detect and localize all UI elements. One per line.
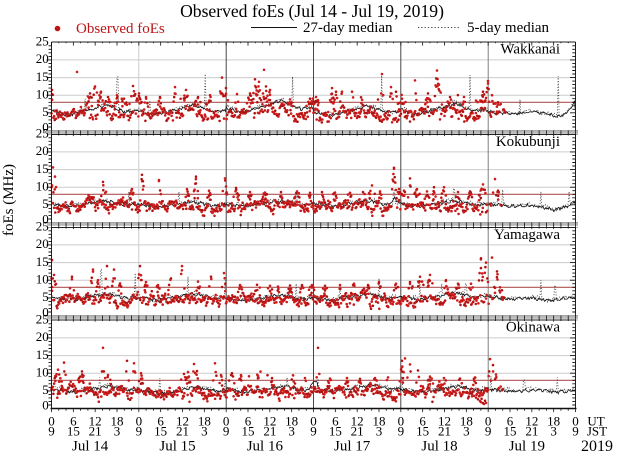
svg-text:Observed foEs: Observed foEs <box>76 21 165 37</box>
svg-text:18: 18 <box>111 414 124 429</box>
svg-text:Jul 17: Jul 17 <box>334 439 371 455</box>
svg-text:20: 20 <box>36 329 49 344</box>
svg-text:6: 6 <box>419 414 426 429</box>
svg-text:Jul 14: Jul 14 <box>72 439 109 455</box>
svg-text:20: 20 <box>36 51 49 66</box>
svg-text:6: 6 <box>70 414 77 429</box>
svg-text:Jul 19: Jul 19 <box>509 439 545 455</box>
svg-text:Wakkanai: Wakkanai <box>500 42 560 58</box>
svg-text:0: 0 <box>572 414 579 429</box>
svg-text:Jul 15: Jul 15 <box>159 439 195 455</box>
svg-text:3: 3 <box>201 424 208 439</box>
svg-text:Yamagawa: Yamagawa <box>494 227 560 243</box>
svg-text:15: 15 <box>36 254 49 269</box>
svg-text:25: 25 <box>36 312 49 327</box>
svg-text:20: 20 <box>36 143 49 158</box>
svg-text:9: 9 <box>223 424 230 439</box>
svg-text:5: 5 <box>42 196 49 211</box>
svg-text:0: 0 <box>42 212 49 227</box>
svg-text:0: 0 <box>48 414 55 429</box>
svg-text:0: 0 <box>310 414 317 429</box>
svg-text:0: 0 <box>42 398 49 413</box>
svg-text:20: 20 <box>36 236 49 251</box>
svg-text:27-day median: 27-day median <box>303 20 393 36</box>
svg-text:15: 15 <box>416 424 429 439</box>
svg-text:10: 10 <box>36 178 49 193</box>
svg-text:3: 3 <box>288 424 295 439</box>
svg-text:5: 5 <box>42 382 49 397</box>
svg-text:Okinawa: Okinawa <box>506 320 560 336</box>
svg-text:foEs (MHz): foEs (MHz) <box>1 164 17 236</box>
svg-text:0: 0 <box>223 414 230 429</box>
svg-text:18: 18 <box>198 414 211 429</box>
svg-text:12: 12 <box>263 414 276 429</box>
svg-text:UT: UT <box>587 414 604 429</box>
svg-text:0: 0 <box>398 414 405 429</box>
svg-text:Observed foEs (Jul 14 - Jul 19: Observed foEs (Jul 14 - Jul 19, 2019) <box>180 1 444 21</box>
svg-text:9: 9 <box>48 424 55 439</box>
svg-text:15: 15 <box>36 161 49 176</box>
svg-text:5: 5 <box>42 104 49 119</box>
svg-text:9: 9 <box>136 424 143 439</box>
svg-text:9: 9 <box>310 424 317 439</box>
svg-text:0: 0 <box>42 305 49 320</box>
svg-text:15: 15 <box>36 347 49 362</box>
svg-text:12: 12 <box>525 414 538 429</box>
svg-text:3: 3 <box>376 424 383 439</box>
svg-text:6: 6 <box>245 414 252 429</box>
svg-text:Jul 16: Jul 16 <box>247 439 284 455</box>
svg-text:25: 25 <box>36 126 49 141</box>
svg-text:15: 15 <box>36 69 49 84</box>
svg-text:15: 15 <box>154 424 167 439</box>
svg-text:12: 12 <box>351 414 364 429</box>
svg-text:10: 10 <box>36 86 49 101</box>
svg-text:18: 18 <box>285 414 298 429</box>
svg-text:3: 3 <box>114 424 121 439</box>
svg-text:JST: JST <box>587 424 607 439</box>
svg-text:15: 15 <box>67 424 80 439</box>
svg-text:0: 0 <box>485 414 492 429</box>
svg-text:9: 9 <box>572 424 579 439</box>
svg-text:5-day median: 5-day median <box>467 20 550 36</box>
svg-text:12: 12 <box>176 414 189 429</box>
svg-text:9: 9 <box>398 424 405 439</box>
svg-text:6: 6 <box>507 414 514 429</box>
svg-text:3: 3 <box>463 424 470 439</box>
svg-text:21: 21 <box>176 424 189 439</box>
svg-text:18: 18 <box>373 414 386 429</box>
svg-text:5: 5 <box>42 289 49 304</box>
svg-text:18: 18 <box>547 414 560 429</box>
svg-text:15: 15 <box>329 424 342 439</box>
svg-text:2019: 2019 <box>581 438 613 455</box>
svg-text:0: 0 <box>136 414 143 429</box>
svg-text:12: 12 <box>89 414 102 429</box>
svg-text:Jul 18: Jul 18 <box>421 439 457 455</box>
svg-text:6: 6 <box>157 414 164 429</box>
svg-text:9: 9 <box>485 424 492 439</box>
svg-text:18: 18 <box>460 414 473 429</box>
svg-text:15: 15 <box>242 424 255 439</box>
svg-text:25: 25 <box>36 34 49 49</box>
svg-text:0: 0 <box>42 120 49 135</box>
svg-text:10: 10 <box>36 271 49 286</box>
svg-text:21: 21 <box>351 424 364 439</box>
svg-text:25: 25 <box>36 219 49 234</box>
svg-text:21: 21 <box>525 424 538 439</box>
svg-text:3: 3 <box>550 424 557 439</box>
svg-text:Kokubunji: Kokubunji <box>496 134 560 150</box>
svg-text:21: 21 <box>438 424 451 439</box>
svg-text:10: 10 <box>36 364 49 379</box>
svg-text:12: 12 <box>438 414 451 429</box>
svg-text:6: 6 <box>332 414 339 429</box>
svg-text:15: 15 <box>504 424 517 439</box>
svg-text:21: 21 <box>89 424 102 439</box>
svg-text:21: 21 <box>263 424 276 439</box>
